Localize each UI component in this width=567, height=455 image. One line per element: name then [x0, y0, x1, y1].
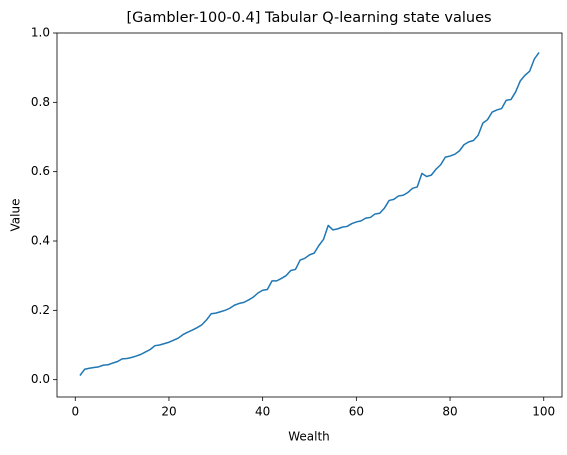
x-tick-label: 100	[532, 405, 555, 419]
y-tick-label: 0.6	[31, 164, 50, 178]
y-tick-label: 0.0	[31, 372, 50, 386]
y-tick-label: 0.4	[31, 234, 50, 248]
x-tick-label: 20	[161, 405, 176, 419]
chart-title: [Gambler-100-0.4] Tabular Q-learning sta…	[126, 10, 491, 26]
plot-frame	[56, 32, 563, 398]
x-tick-label: 60	[349, 405, 364, 419]
y-axis-label: Value	[9, 199, 23, 232]
y-tick-label: 1.0	[31, 26, 50, 40]
x-axis-label: Wealth	[288, 430, 330, 444]
line-series	[79, 51, 540, 376]
x-tick-label: 80	[442, 405, 457, 419]
y-tick-label: 0.2	[31, 303, 50, 317]
y-tick-label: 0.8	[31, 95, 50, 109]
x-tick-label: 0	[71, 405, 79, 419]
x-tick-label: 40	[255, 405, 270, 419]
